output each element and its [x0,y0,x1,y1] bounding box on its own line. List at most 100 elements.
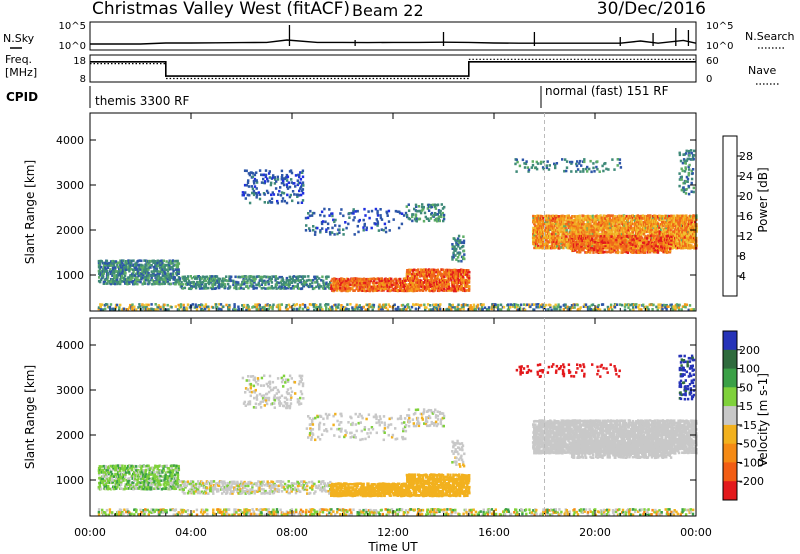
scatter-cell [284,306,288,309]
scatter-cell [411,215,414,219]
scatter-cell [176,264,180,267]
scatter-cell [672,219,675,222]
scatter-cell [312,305,316,308]
freq-panel: Freq. [MHz] 18 8 60 0 Nave [5,53,780,85]
scatter-cell [387,303,390,306]
scatter-cell [611,158,614,161]
scatter-cell [332,218,335,222]
scatter-cell [233,307,236,311]
scatter-cell [326,275,329,278]
scatter-cell [380,277,383,280]
scatter-cell [684,232,687,236]
scatter-cell [267,280,270,284]
scatter-cell [638,227,642,230]
scatter-cell [274,277,277,280]
scatter-cell [348,216,351,219]
scatter-cell [159,263,162,267]
scatter-cell [307,278,311,282]
scatter-cell [527,170,530,173]
scatter-cell [684,216,687,220]
scatter-cell [316,275,319,279]
scatter-cell [109,303,113,306]
scatter-cell [605,220,609,224]
scatter-cell [301,171,304,174]
scatter-cell [676,230,679,233]
scatter-cell [189,285,193,288]
scatter-cell [247,185,251,188]
scatter-cell [597,307,600,311]
scatter-cell [113,271,116,275]
scatter-cell [161,262,164,265]
scatter-cell [534,215,537,218]
scatter-cell [221,277,225,280]
scatter-cell [203,287,206,290]
scatter-cell [677,244,680,247]
scatter-cell [579,170,582,173]
scatter-cell [299,193,303,197]
scatter-cell [164,268,167,272]
freq-panel-frame [89,54,697,83]
scatter-cell [331,226,334,230]
scatter-cell [151,278,154,282]
scatter-cell [673,246,677,249]
scatter-cell [154,280,157,283]
scatter-cell [163,308,166,311]
scatter-cell [439,215,443,219]
scatter-cell [217,277,220,280]
scatter-cell [396,307,399,311]
scatter-cell [169,272,173,276]
scatter-cell [448,305,451,309]
scatter-cell [271,305,274,308]
scatter-cell [266,179,270,183]
scatter-cell [127,259,130,262]
scatter-cell [258,279,261,282]
scatter-cell [430,308,433,311]
scatter-cell [599,232,603,236]
scatter-cell [688,234,691,237]
scatter-cell [585,167,588,171]
scatter-cell [545,230,548,234]
scatter-cell [535,242,539,246]
scatter-cell [565,235,568,238]
scatter-cell [677,225,680,228]
scatter-cell [235,285,238,288]
scatter-cell [432,305,436,309]
scatter-cell [194,285,198,288]
scatter-cell [204,303,208,306]
scatter-cell [384,283,387,287]
scatter-cell [301,169,305,173]
scatter-cell [368,216,371,220]
scatter-cell [563,169,566,173]
scatter-cell [328,231,332,234]
scatter-cell [221,285,224,288]
scatter-cell [596,305,599,308]
scatter-cell [680,240,683,243]
scatter-cell [682,244,685,247]
scatter-cell [588,232,591,236]
scatter-cell [671,232,674,235]
scatter-cell [308,303,312,306]
scatter-cell [427,205,431,208]
scatter-cell [561,158,564,161]
scatter-cell [457,303,460,307]
scatter-cell [596,167,599,171]
scatter-cell [260,287,263,290]
scatter-cell [116,282,119,286]
scatter-cell [681,246,685,250]
scatter-cell [648,230,652,234]
sky-left-tick-top: 10^5 [59,21,86,32]
scatter-cell [420,303,423,307]
scatter-cell [592,230,595,234]
scatter-cell [460,273,463,276]
scatter-cell [111,265,115,269]
scatter-cell [255,187,258,190]
scatter-cell [377,305,381,308]
scatter-cell [583,223,586,226]
scatter-cell [343,288,346,292]
scatter-cell [168,276,172,279]
scatter-cell [533,308,536,312]
scatter-cell [551,232,554,236]
scatter-cell [323,207,326,211]
scatter-cell [286,185,289,189]
scatter-cell [142,274,145,277]
